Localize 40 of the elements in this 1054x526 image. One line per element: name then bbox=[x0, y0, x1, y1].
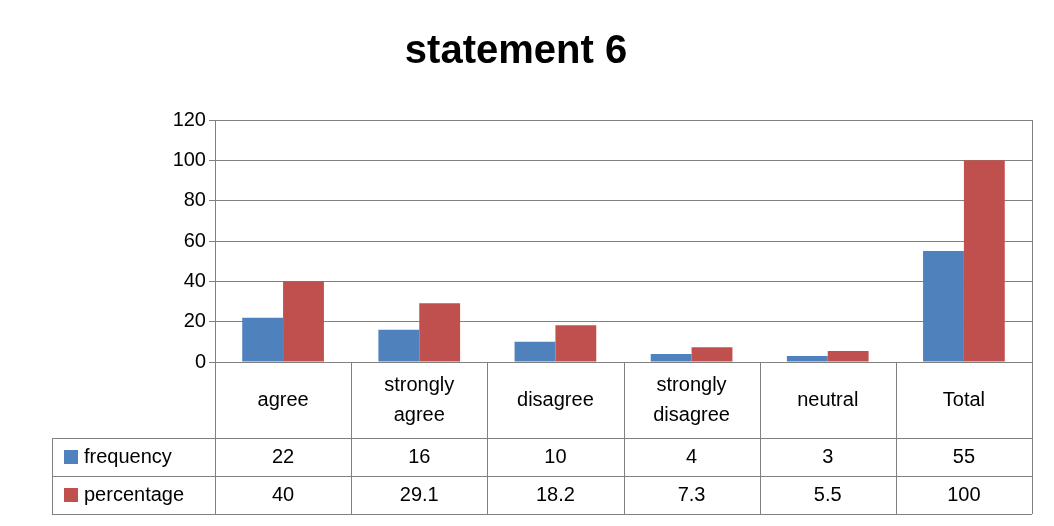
legend-label: frequency bbox=[84, 444, 172, 467]
x-tick-label: agree bbox=[257, 387, 309, 410]
bar bbox=[827, 350, 869, 362]
data-label: 7.3 bbox=[677, 482, 706, 505]
data-label: 22 bbox=[271, 444, 295, 467]
y-tick-label: 80 bbox=[183, 188, 206, 211]
y-tick-label: 120 bbox=[172, 107, 206, 130]
data-label: 3 bbox=[822, 444, 834, 467]
data-label: 5.5 bbox=[813, 482, 842, 505]
x-tick-label: Total bbox=[942, 387, 986, 410]
bar bbox=[555, 325, 597, 362]
bar bbox=[419, 303, 461, 362]
x-tick-label: strongly agree bbox=[384, 372, 455, 425]
y-tick-label: 60 bbox=[183, 228, 206, 251]
bar bbox=[786, 355, 828, 362]
legend-label: percentage bbox=[84, 482, 185, 505]
bar bbox=[283, 281, 324, 362]
bar bbox=[378, 329, 420, 362]
data-label: 18.2 bbox=[535, 482, 575, 505]
data-label: 55 bbox=[952, 444, 976, 467]
bar bbox=[650, 353, 692, 362]
y-tick-label: 0 bbox=[194, 349, 206, 372]
y-tick-label: 40 bbox=[183, 268, 206, 291]
data-label: 10 bbox=[544, 444, 567, 467]
x-tick-label: strongly disagree bbox=[653, 372, 730, 425]
bar bbox=[242, 317, 284, 362]
y-tick-label: 100 bbox=[172, 147, 206, 170]
data-label: 4 bbox=[686, 444, 698, 467]
x-tick-label: neutral bbox=[797, 387, 859, 410]
data-label: 16 bbox=[408, 444, 431, 467]
bar bbox=[963, 160, 1005, 362]
chart-title: statement 6 bbox=[404, 27, 628, 72]
data-label: 29.1 bbox=[399, 482, 439, 505]
y-tick-label: 20 bbox=[183, 309, 206, 332]
bar bbox=[691, 347, 733, 362]
x-tick-label: disagree bbox=[517, 387, 594, 410]
bar bbox=[923, 251, 964, 362]
data-label: 40 bbox=[271, 482, 295, 505]
bar bbox=[514, 341, 556, 362]
data-label: 100 bbox=[947, 482, 981, 505]
